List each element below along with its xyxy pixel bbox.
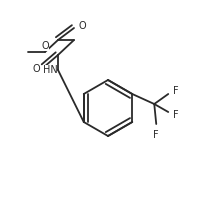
Text: O: O [78,21,86,31]
Text: O: O [32,64,40,74]
Text: F: F [173,110,179,120]
Text: F: F [153,130,159,140]
Text: O: O [41,41,49,51]
Text: HN: HN [43,65,57,75]
Text: F: F [173,86,179,96]
